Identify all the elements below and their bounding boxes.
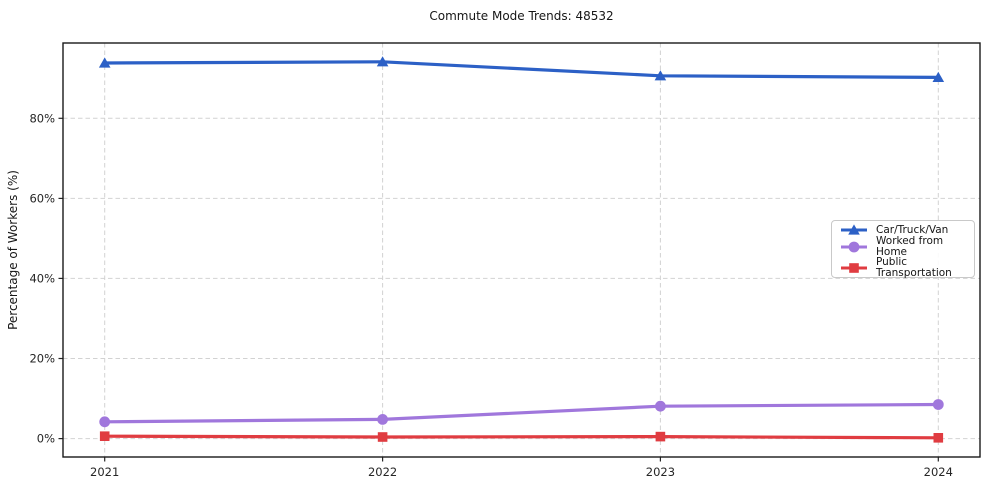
axis-ticks: 0% 20% 40% 60% 80% 2021 2022 2023 2024 [29, 111, 953, 479]
y-tick-label: 80% [29, 111, 55, 125]
legend-item-car-truck-van: Car/Truck/Van [839, 224, 967, 236]
legend-marker-circle-icon [841, 241, 867, 252]
x-tick-label: 2022 [368, 465, 397, 479]
y-tick-label: 0% [37, 432, 55, 446]
legend-label: Worked from Home [876, 235, 944, 258]
series-0 [98, 56, 945, 82]
legend-marker-triangle-icon [841, 224, 867, 235]
legend-item-worked-from-home: Worked from Home [839, 236, 967, 257]
chart-title: Commute Mode Trends: 48532 [429, 9, 614, 23]
legend-label: Public Transportation [876, 256, 952, 279]
legend-marker-square-icon [841, 262, 867, 273]
y-tick-label: 40% [29, 271, 55, 285]
series-line [103, 434, 940, 440]
y-tick-label: 20% [29, 352, 55, 366]
legend-item-public-transportation: Public Transportation [839, 257, 967, 278]
y-tick-label: 60% [29, 191, 55, 205]
legend-label: Car/Truck/Van [876, 223, 949, 236]
series-line [103, 402, 940, 424]
series-line [103, 60, 940, 80]
series-2 [99, 431, 944, 443]
legend: Car/Truck/Van Worked from Home Public Tr… [831, 220, 975, 278]
plot-frame [62, 42, 981, 458]
x-tick-label: 2023 [646, 465, 675, 479]
x-tick-label: 2021 [90, 465, 119, 479]
x-tick-label: 2024 [924, 465, 953, 479]
series-1 [99, 399, 944, 428]
